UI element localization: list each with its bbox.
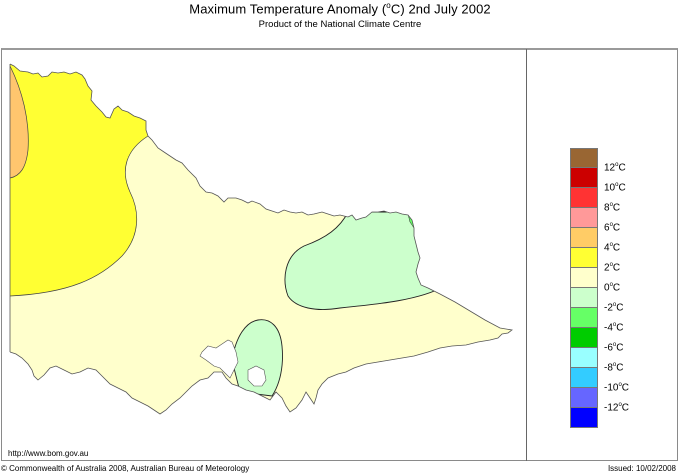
- zone-2-to-4: [10, 64, 151, 297]
- legend-label: -2oC: [604, 302, 624, 314]
- issued-date: Issued: 10/02/2008: [607, 464, 676, 473]
- port-phillip-bay: [199, 339, 239, 379]
- legend-swatch: [570, 188, 598, 208]
- legend-swatch: [570, 268, 598, 288]
- map-subtitle: Product of the National Climate Centre: [258, 19, 422, 30]
- legend-label: -6oC: [604, 342, 624, 354]
- zone-4-to-6: [10, 64, 29, 179]
- legend-label: -4oC: [604, 322, 624, 334]
- legend-label: -8oC: [604, 362, 624, 374]
- legend-swatch: [570, 208, 598, 228]
- victoria-coastline: [9, 63, 513, 415]
- bom-url-link[interactable]: http://www.bom.gov.au: [8, 449, 89, 458]
- color-legend: 12oC 10oC 8oC 6oC 4oC 2oC 0oC -2oC -4oC …: [570, 148, 629, 428]
- map-title: Maximum Temperature Anomaly (oC) 2nd Jul…: [0, 1, 680, 16]
- legend-swatch: [570, 228, 598, 248]
- legend-swatch: [570, 408, 598, 428]
- copyright-notice: © Commonwealth of Australia 2008, Austra…: [1, 464, 250, 473]
- legend-swatch: [570, 168, 598, 188]
- legend-label: 10oC: [604, 182, 626, 194]
- legend-swatch: [570, 368, 598, 388]
- degree-symbol: o: [386, 1, 391, 10]
- legend-swatch: [570, 288, 598, 308]
- western-port: [247, 365, 267, 387]
- legend-label: 8oC: [604, 202, 621, 214]
- legend-divider: [526, 49, 527, 461]
- legend-label: -12oC: [604, 402, 630, 414]
- map-frame: [1, 48, 678, 461]
- legend-swatch: [570, 148, 598, 168]
- legend-label: 2oC: [604, 262, 621, 274]
- legend-label: 0oC: [604, 282, 621, 294]
- zone-minus0-to-2-melbourne: [231, 319, 283, 397]
- title-suffix: C) 2nd July 2002: [390, 1, 491, 17]
- title-prefix: Maximum Temperature Anomaly (: [189, 1, 387, 17]
- legend-label: 6oC: [604, 222, 621, 234]
- legend-label: 4oC: [604, 242, 621, 254]
- victoria-anomaly-map: [9, 63, 513, 415]
- legend-swatch: [570, 248, 598, 268]
- zone-minus0-to-2-east: [284, 211, 446, 310]
- legend-label: -10oC: [604, 382, 630, 394]
- legend-swatch: [570, 328, 598, 348]
- legend-swatch: [570, 388, 598, 408]
- legend-label: 12oC: [604, 162, 626, 174]
- legend-swatch: [570, 348, 598, 368]
- legend-swatch: [570, 308, 598, 328]
